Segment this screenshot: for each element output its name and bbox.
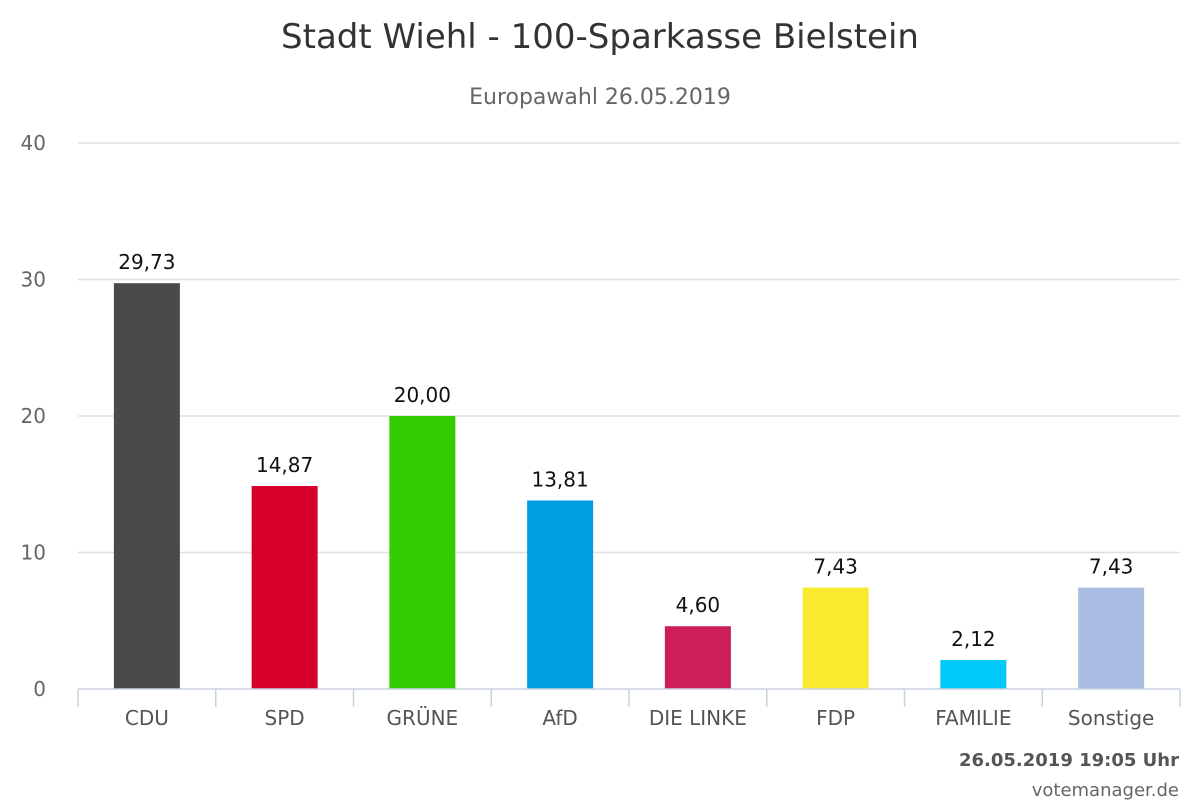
bar-familie[interactable] <box>940 660 1007 689</box>
x-tick-label: DIE LINKE <box>649 706 747 730</box>
y-tick-label: 30 <box>21 268 46 292</box>
x-tick-label: CDU <box>125 706 169 730</box>
bar-spd[interactable] <box>251 486 318 689</box>
x-tick-label: FAMILIE <box>935 706 1011 730</box>
x-tick-label: AfD <box>542 706 577 730</box>
x-tick-label: SPD <box>265 706 305 730</box>
x-axis: CDU SPD GRÜNE AfD DIE LINKE FDP FAMILIE Sonstig… <box>77 688 1181 730</box>
y-tick-label: 40 <box>21 131 46 155</box>
y-tick-label: 0 <box>33 677 46 701</box>
chart-subtitle: Europawahl 26.05.2019 <box>469 85 731 110</box>
data-label: 4,60 <box>676 593 721 617</box>
data-label: 7,43 <box>813 555 858 579</box>
x-tick-label: GRÜNE <box>387 706 459 730</box>
bar-fdp[interactable] <box>802 587 869 689</box>
gridlines <box>78 142 1180 554</box>
y-tick-label: 10 <box>21 541 46 565</box>
y-tick-label: 20 <box>21 404 46 428</box>
data-label: 7,43 <box>1089 555 1134 579</box>
data-label: 14,87 <box>256 453 313 477</box>
bar-sonstige[interactable] <box>1078 587 1145 689</box>
data-label: 13,81 <box>531 467 588 491</box>
x-tick-label: FDP <box>816 706 855 730</box>
credit-link[interactable]: votemanager.de <box>1032 780 1179 801</box>
data-label: 20,00 <box>394 383 451 407</box>
bar-afd[interactable] <box>527 500 594 689</box>
bar-grüne[interactable] <box>389 416 456 689</box>
bars <box>113 283 1145 689</box>
bar-cdu[interactable] <box>113 283 180 689</box>
y-axis-ticks: 0 10 20 30 40 <box>21 131 46 701</box>
bar-die-linke[interactable] <box>664 626 731 689</box>
chart-title: Stadt Wiehl - 100-Sparkasse Bielstein <box>281 17 919 57</box>
data-label: 29,73 <box>118 250 175 274</box>
timestamp: 26.05.2019 19:05 Uhr <box>959 750 1179 771</box>
data-labels: 29,73 14,87 20,00 13,81 4,60 7,43 2,12 7,43 <box>118 250 1133 651</box>
x-tick-label: Sonstige <box>1068 706 1154 730</box>
credit-text: votemanager.de <box>1032 780 1179 800</box>
data-label: 2,12 <box>951 627 996 651</box>
